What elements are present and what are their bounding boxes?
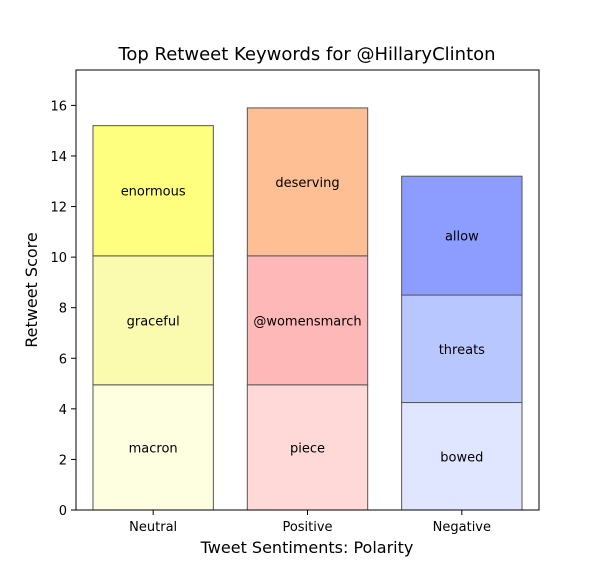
- segment-label: @womensmarch: [253, 314, 361, 329]
- y-tick-label: 12: [50, 201, 67, 216]
- segment-label: threats: [439, 343, 485, 358]
- bars-group: macron graceful enormous piece @womensmarch d…: [92, 107, 523, 511]
- segment-label: piece: [290, 441, 325, 456]
- x-axis: Neutral Positive Negative: [129, 510, 491, 535]
- x-tick-label: Neutral: [129, 520, 177, 535]
- y-tick-label: 10: [50, 251, 67, 266]
- chart-title: Top Retweet Keywords for @HillaryClinton: [117, 44, 495, 65]
- bar-segment-neutral-2: [92, 125, 214, 257]
- x-axis-label: Tweet Sentiments: Polarity: [200, 538, 414, 557]
- y-axis: 0 2 4 6 8 10 12 14 16: [50, 99, 76, 519]
- segment-label: allow: [445, 230, 479, 245]
- y-tick-label: 2: [59, 453, 67, 468]
- y-tick-label: 6: [59, 352, 67, 367]
- segment-label: graceful: [127, 314, 180, 329]
- y-tick-label: 16: [50, 99, 67, 114]
- y-tick-label: 0: [59, 504, 67, 519]
- y-tick-label: 14: [50, 150, 67, 165]
- y-axis-label: Retweet Score: [22, 232, 41, 347]
- segment-label: bowed: [440, 450, 483, 465]
- bar-segment-negative-2: [401, 175, 523, 296]
- bar-segment-positive-1: [246, 255, 369, 386]
- segment-label: enormous: [121, 185, 186, 200]
- segment-label: macron: [129, 441, 178, 456]
- bar-segment-neutral-0: [92, 384, 214, 511]
- bar-segment-negative-1: [401, 294, 523, 404]
- segment-label: deserving: [275, 176, 339, 191]
- bar-segment-neutral-1: [92, 255, 214, 386]
- x-tick-label: Negative: [433, 520, 491, 535]
- x-tick-label: Positive: [282, 520, 332, 535]
- y-tick-label: 4: [59, 403, 67, 418]
- y-tick-label: 8: [59, 302, 67, 317]
- bar-segment-positive-2: [246, 107, 369, 257]
- bar-segment-positive-0: [246, 384, 369, 511]
